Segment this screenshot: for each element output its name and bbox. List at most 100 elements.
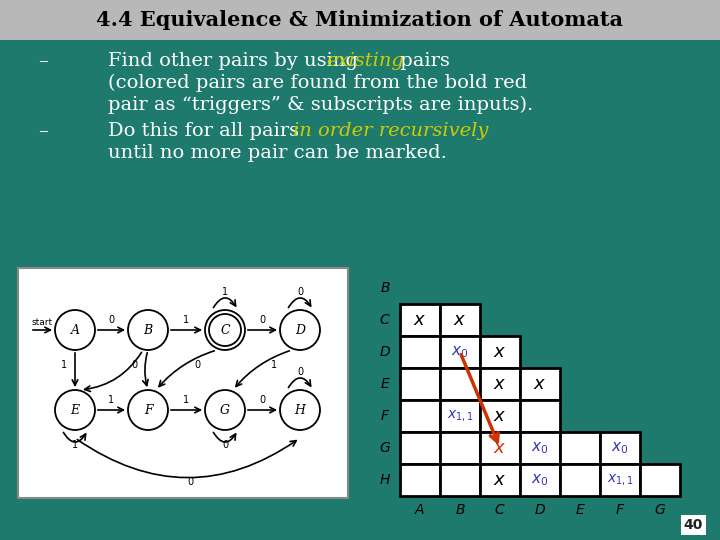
Text: 0: 0 bbox=[259, 395, 266, 405]
Circle shape bbox=[55, 390, 95, 430]
Text: $\mathit{x}_{1,1}$: $\mathit{x}_{1,1}$ bbox=[606, 472, 634, 488]
Text: $\mathit{G}$: $\mathit{G}$ bbox=[379, 441, 391, 455]
Text: $\mathit{x}_0$: $\mathit{x}_0$ bbox=[531, 440, 549, 456]
Text: 0: 0 bbox=[222, 440, 228, 450]
Text: $\mathit{E}$: $\mathit{E}$ bbox=[379, 377, 390, 391]
Text: Do this for all pairs: Do this for all pairs bbox=[108, 122, 305, 140]
Text: 1: 1 bbox=[109, 395, 114, 405]
Text: 0: 0 bbox=[259, 315, 266, 325]
Bar bbox=[400, 336, 440, 368]
Text: E: E bbox=[71, 403, 80, 416]
Text: $\mathit{B}$: $\mathit{B}$ bbox=[379, 281, 390, 295]
Text: $\mathit{x}$: $\mathit{x}$ bbox=[413, 311, 427, 329]
Bar bbox=[400, 400, 440, 432]
Bar bbox=[400, 432, 440, 464]
Bar bbox=[440, 464, 480, 496]
Bar bbox=[400, 368, 440, 400]
Bar bbox=[440, 336, 480, 368]
Text: in order recursively: in order recursively bbox=[293, 122, 488, 140]
Text: 0: 0 bbox=[194, 360, 201, 370]
Bar bbox=[400, 464, 440, 496]
Circle shape bbox=[205, 310, 245, 350]
Text: A: A bbox=[71, 323, 79, 336]
Text: C: C bbox=[220, 323, 230, 336]
Text: pair as “triggers” & subscripts are inputs).: pair as “triggers” & subscripts are inpu… bbox=[108, 96, 534, 114]
Text: $\mathit{D}$: $\mathit{D}$ bbox=[534, 503, 546, 517]
Bar bbox=[480, 432, 520, 464]
Bar bbox=[480, 336, 520, 368]
Text: 1: 1 bbox=[222, 287, 228, 297]
Text: $\mathit{G}$: $\mathit{G}$ bbox=[654, 503, 666, 517]
Text: $\mathit{x}_0$: $\mathit{x}_0$ bbox=[531, 472, 549, 488]
Text: (colored pairs are found from the bold red: (colored pairs are found from the bold r… bbox=[108, 74, 527, 92]
Bar bbox=[640, 464, 680, 496]
Text: –: – bbox=[38, 122, 48, 140]
Text: $\mathit{x}$: $\mathit{x}$ bbox=[493, 407, 507, 425]
Circle shape bbox=[205, 390, 245, 430]
Text: Find other pairs by using: Find other pairs by using bbox=[108, 52, 364, 70]
Circle shape bbox=[280, 310, 320, 350]
Bar bbox=[0, 0, 720, 40]
Text: $\mathit{x}$: $\mathit{x}$ bbox=[454, 311, 467, 329]
Bar bbox=[400, 304, 440, 336]
Text: $\mathit{x}_{1,1}$: $\mathit{x}_{1,1}$ bbox=[446, 408, 474, 423]
Bar bbox=[480, 400, 520, 432]
Circle shape bbox=[55, 310, 95, 350]
Text: 40: 40 bbox=[683, 518, 703, 532]
Text: $\mathit{E}$: $\mathit{E}$ bbox=[575, 503, 585, 517]
Text: $\mathit{x}$: $\mathit{x}$ bbox=[493, 439, 507, 457]
Text: 4.4 Equivalence & Minimization of Automata: 4.4 Equivalence & Minimization of Automa… bbox=[96, 10, 624, 30]
Text: G: G bbox=[220, 403, 230, 416]
Circle shape bbox=[280, 390, 320, 430]
Text: $\mathit{x}$: $\mathit{x}$ bbox=[493, 375, 507, 393]
Bar bbox=[18, 268, 348, 498]
Text: D: D bbox=[295, 323, 305, 336]
Bar bbox=[520, 368, 560, 400]
Text: 0: 0 bbox=[297, 287, 303, 297]
Bar bbox=[440, 368, 480, 400]
Text: 0: 0 bbox=[187, 477, 193, 487]
Text: $\mathit{B}$: $\mathit{B}$ bbox=[454, 503, 465, 517]
Text: H: H bbox=[294, 403, 305, 416]
Bar bbox=[480, 368, 520, 400]
Text: $\mathit{A}$: $\mathit{A}$ bbox=[415, 503, 426, 517]
Text: $\mathit{x}$: $\mathit{x}$ bbox=[493, 471, 507, 489]
Text: 1: 1 bbox=[271, 360, 276, 370]
Bar bbox=[520, 464, 560, 496]
Text: $\mathit{x}_0$: $\mathit{x}_0$ bbox=[611, 440, 629, 456]
Text: 0: 0 bbox=[132, 360, 138, 370]
Text: 1: 1 bbox=[72, 440, 78, 450]
Text: until no more pair can be marked.: until no more pair can be marked. bbox=[108, 144, 447, 162]
Text: F: F bbox=[144, 403, 153, 416]
Text: 1: 1 bbox=[61, 360, 67, 370]
Text: pairs: pairs bbox=[394, 52, 449, 70]
Circle shape bbox=[128, 390, 168, 430]
Text: start: start bbox=[32, 318, 53, 327]
Text: $\mathit{F}$: $\mathit{F}$ bbox=[380, 409, 390, 423]
Bar bbox=[480, 464, 520, 496]
Text: $\mathit{x}$: $\mathit{x}$ bbox=[493, 343, 507, 361]
Text: $\mathit{x}_0$: $\mathit{x}_0$ bbox=[451, 344, 469, 360]
Bar bbox=[520, 432, 560, 464]
Bar bbox=[440, 400, 480, 432]
Bar bbox=[600, 432, 640, 464]
Text: 1: 1 bbox=[184, 315, 189, 325]
Circle shape bbox=[128, 310, 168, 350]
Text: $\mathit{D}$: $\mathit{D}$ bbox=[379, 345, 391, 359]
Text: 1: 1 bbox=[184, 395, 189, 405]
Text: 0: 0 bbox=[297, 367, 303, 377]
Text: $\mathit{C}$: $\mathit{C}$ bbox=[494, 503, 506, 517]
Text: $\mathit{C}$: $\mathit{C}$ bbox=[379, 313, 391, 327]
Text: $\mathit{x}$: $\mathit{x}$ bbox=[534, 375, 546, 393]
Text: B: B bbox=[143, 323, 153, 336]
Text: 0: 0 bbox=[109, 315, 114, 325]
Text: $\mathit{F}$: $\mathit{F}$ bbox=[615, 503, 625, 517]
Bar bbox=[560, 464, 600, 496]
Bar bbox=[440, 304, 480, 336]
Bar bbox=[600, 464, 640, 496]
Text: existing: existing bbox=[326, 52, 404, 70]
Text: $\mathit{H}$: $\mathit{H}$ bbox=[379, 473, 391, 487]
Bar bbox=[560, 432, 600, 464]
Bar bbox=[520, 400, 560, 432]
Text: –: – bbox=[38, 52, 48, 70]
